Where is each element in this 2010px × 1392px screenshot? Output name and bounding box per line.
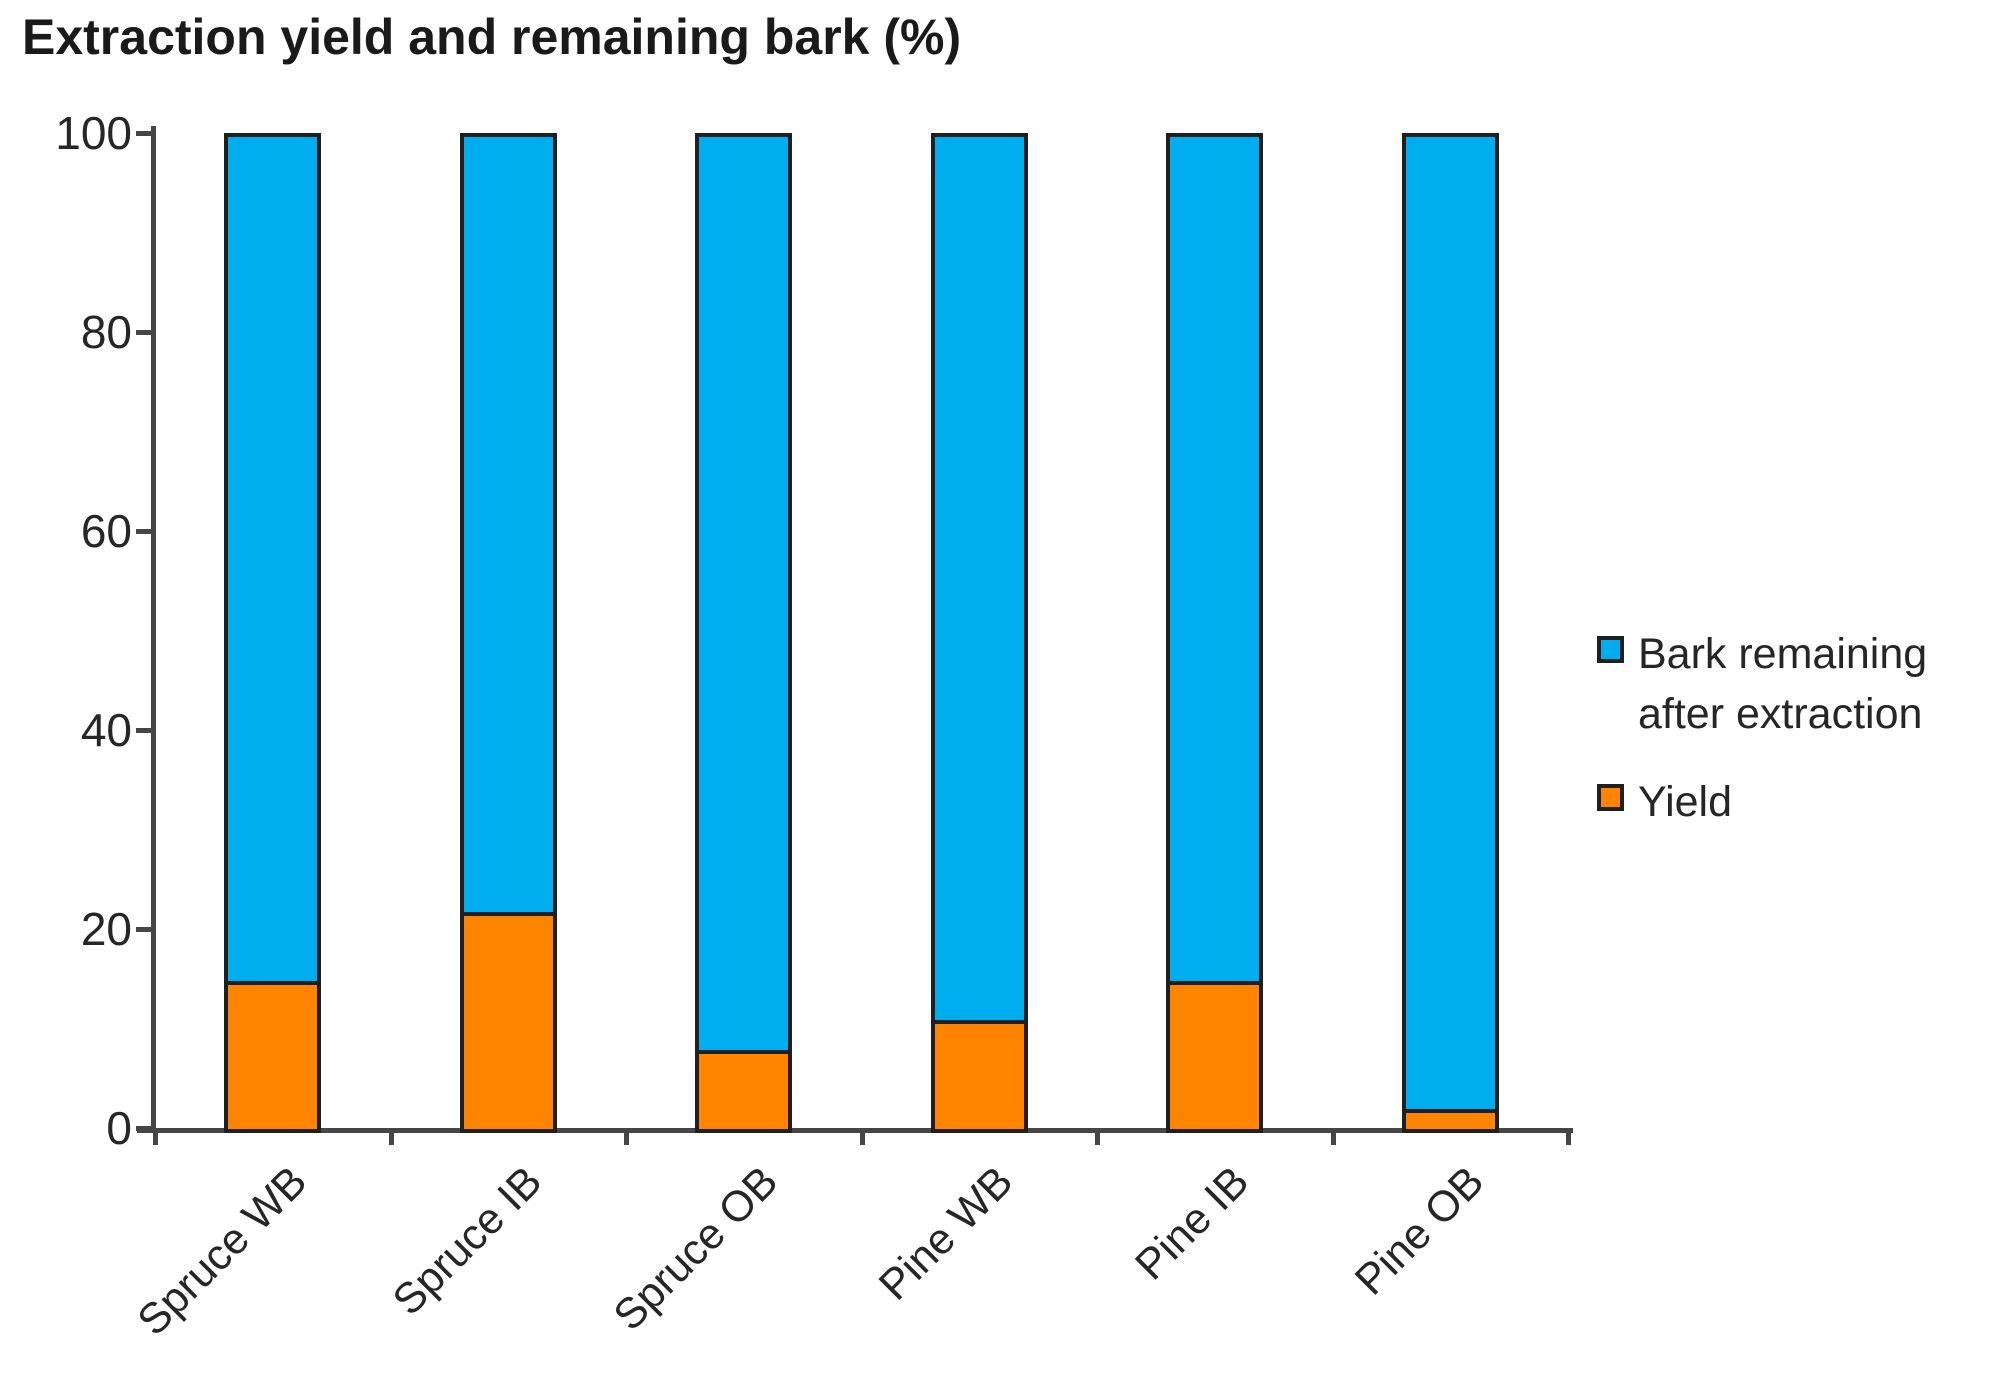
bark-remaining-segment — [1170, 137, 1260, 981]
bar-spruce-ob — [695, 133, 793, 1133]
bar-pine-ob — [1401, 133, 1499, 1133]
y-axis-tick-label: 40 — [80, 704, 132, 756]
bark-remaining-swatch-icon — [1597, 636, 1624, 663]
y-axis-tick-label: 100 — [55, 107, 132, 159]
bar-spruce-ib — [459, 133, 557, 1133]
x-axis-category-label: Spruce OB — [604, 1157, 787, 1340]
x-axis-tick — [1566, 1128, 1571, 1145]
legend: Bark remaining after extraction Yield — [1597, 624, 1983, 832]
y-axis-tick — [136, 1126, 152, 1131]
y-axis-line — [151, 126, 156, 1133]
x-axis-tick — [1330, 1128, 1336, 1145]
yield-swatch-icon — [1597, 784, 1624, 811]
x-axis-tick — [1095, 1128, 1100, 1145]
yield-segment — [1405, 1109, 1495, 1129]
bar-pine-wb — [930, 133, 1028, 1133]
x-axis-category-label: Spruce IB — [384, 1157, 552, 1325]
yield-segment — [1170, 981, 1260, 1129]
bark-remaining-segment — [934, 137, 1024, 1020]
y-axis-tick — [136, 927, 152, 932]
y-axis-tick — [136, 529, 152, 534]
bark-remaining-segment — [228, 137, 318, 981]
yield-segment — [699, 1050, 789, 1129]
legend-item-bark-remaining: Bark remaining after extraction — [1597, 624, 1983, 744]
legend-item-yield: Yield — [1597, 772, 1983, 832]
bar-pine-ib — [1166, 133, 1264, 1133]
y-axis-tick-label: 60 — [80, 505, 132, 557]
yield-segment — [463, 912, 553, 1129]
y-axis-tick-label: 80 — [80, 306, 132, 358]
x-axis-category-label: Pine OB — [1346, 1157, 1494, 1305]
bark-remaining-segment — [463, 137, 553, 912]
y-axis-tick — [136, 131, 152, 136]
y-axis-tick — [136, 330, 152, 335]
x-axis-category-label: Pine WB — [870, 1157, 1023, 1310]
legend-label-yield: Yield — [1638, 778, 1733, 826]
x-axis-tick — [624, 1128, 629, 1145]
bark-remaining-segment — [699, 137, 789, 1050]
legend-label-bark-remaining: Bark remaining after extraction — [1638, 630, 1928, 738]
bar-spruce-wb — [224, 133, 322, 1133]
x-axis-tick — [388, 1128, 394, 1145]
x-axis-category-label: Pine IB — [1126, 1157, 1258, 1290]
x-axis-category-label: Spruce WB — [128, 1157, 316, 1346]
x-axis-tick — [153, 1128, 158, 1145]
y-axis-tick — [136, 728, 152, 733]
chart-title: Extraction yield and remaining bark (%) — [22, 9, 962, 65]
bark-remaining-segment — [1405, 137, 1495, 1109]
y-axis-tick-label: 0 — [106, 1102, 132, 1154]
yield-segment — [228, 981, 318, 1129]
x-axis-line — [137, 1128, 1573, 1133]
x-axis-tick — [859, 1128, 865, 1145]
yield-segment — [934, 1020, 1024, 1129]
y-axis-tick-label: 20 — [80, 903, 132, 955]
